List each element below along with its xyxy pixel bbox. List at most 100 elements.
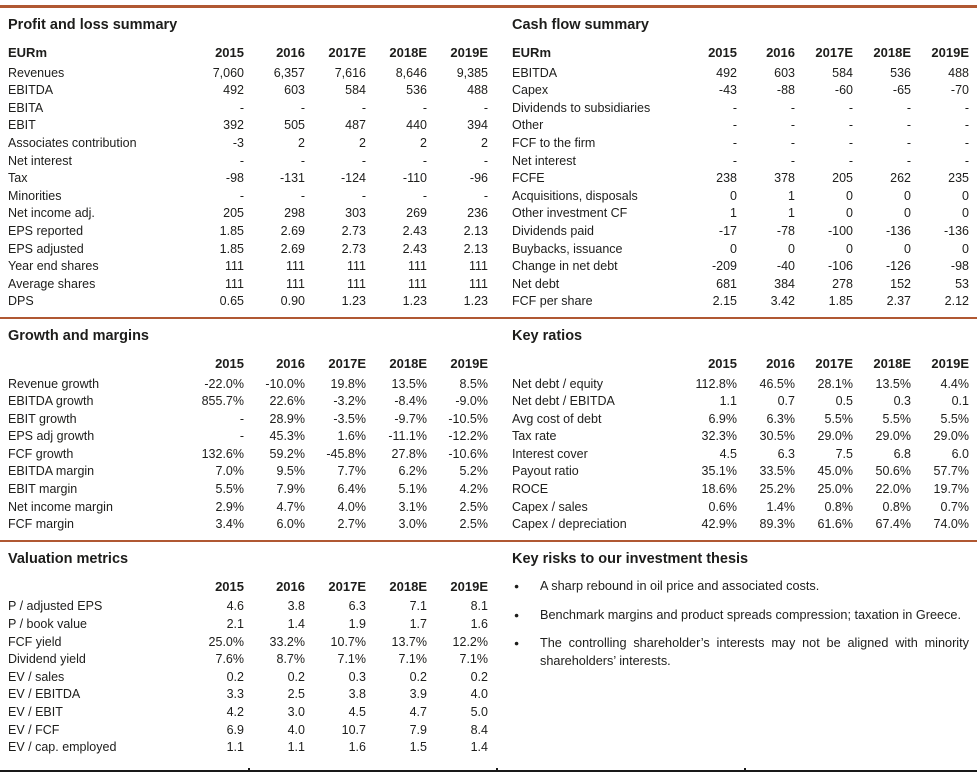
year-header: 2019E bbox=[450, 578, 488, 594]
year-header: 2018E bbox=[389, 578, 427, 594]
cell-value: 6.9 bbox=[226, 722, 244, 737]
cell-value: 7.6% bbox=[215, 652, 245, 667]
cell-value: 152 bbox=[890, 276, 911, 291]
cell-value: -45.8% bbox=[326, 446, 366, 461]
growth-margins-title: Growth and margins bbox=[8, 327, 149, 344]
cell-value: 7.0% bbox=[215, 464, 245, 479]
table-row: Net debt 681 384 278 152 53 bbox=[512, 276, 969, 294]
cell-value: 0.2 bbox=[287, 669, 305, 684]
row-label: Interest cover bbox=[512, 446, 588, 461]
risk-bullet-item: ● A sharp rebound in oil price and associ… bbox=[514, 578, 969, 596]
profit-loss-table: EURm 2015 2016 2017E 2018E 2019E Revenues 7,060… bbox=[8, 44, 488, 311]
cell-value: 1.85 bbox=[219, 223, 244, 238]
cell-value: -11.1% bbox=[388, 429, 427, 444]
table-row: EPS adj growth - 45.3% 1.6% -11.1% -12.2% bbox=[8, 428, 488, 446]
cell-value: 42.9% bbox=[701, 517, 737, 532]
cell-value: 0.2 bbox=[226, 669, 244, 684]
cell-value: 28.9% bbox=[269, 411, 305, 426]
table-row: EV / sales 0.2 0.2 0.3 0.2 0.2 bbox=[8, 669, 488, 687]
cell-value: -136 bbox=[943, 223, 969, 238]
table-body: Revenues 7,060 6,357 7,616 8,646 9,385 EBITDA 4… bbox=[8, 65, 488, 311]
cell-value: 1.85 bbox=[219, 241, 244, 256]
cell-value: 2.73 bbox=[341, 223, 366, 238]
cell-value: - bbox=[848, 153, 853, 168]
cell-value: 3.8 bbox=[287, 599, 305, 614]
cell-value: 536 bbox=[890, 65, 911, 80]
cell-value: 3.8 bbox=[348, 687, 366, 702]
row-label: Payout ratio bbox=[512, 464, 579, 479]
cell-value: 32.3% bbox=[701, 429, 737, 444]
cell-value: 0 bbox=[904, 188, 911, 203]
row-label: EBITDA bbox=[8, 83, 54, 98]
row-label: Net debt / EBITDA bbox=[512, 394, 615, 409]
unit-label bbox=[8, 355, 183, 376]
row-label: Other bbox=[512, 118, 544, 133]
row-label: FCF to the firm bbox=[512, 135, 596, 150]
key-risks-title: Key risks to our investment thesis bbox=[512, 550, 749, 567]
cell-value: 2 bbox=[359, 135, 366, 150]
cell-value: 4.7 bbox=[409, 705, 427, 719]
cell-value: 22.6% bbox=[269, 394, 305, 409]
cell-value: 29.0% bbox=[875, 429, 911, 444]
key-ratios-table: 2015 2016 2017E 2018E 2019E Net debt / equity… bbox=[512, 355, 969, 534]
cell-value: 1 bbox=[788, 188, 795, 203]
cell-value: -100 bbox=[827, 223, 853, 238]
table-row: Dividends paid -17 -78 -100 -136 -136 bbox=[512, 223, 969, 241]
cell-value: 2.13 bbox=[463, 223, 488, 238]
cell-value: - bbox=[848, 135, 853, 150]
unit-label: EURm bbox=[512, 45, 552, 60]
cell-value: 3.0 bbox=[287, 705, 305, 719]
table-row: Year end shares 111 111 111 111 111 bbox=[8, 258, 488, 276]
cell-value: 603 bbox=[284, 83, 305, 98]
cell-value: -10.0% bbox=[265, 376, 305, 391]
cell-value: 33.2% bbox=[269, 634, 305, 649]
row-label: Tax rate bbox=[512, 429, 557, 444]
cell-value: 269 bbox=[406, 206, 427, 221]
cell-value: -209 bbox=[711, 259, 737, 274]
cell-value: 50.6% bbox=[875, 464, 911, 479]
cell-value: -43 bbox=[718, 83, 737, 98]
row-label: Revenue growth bbox=[8, 376, 100, 391]
cell-value: 6.8 bbox=[893, 446, 911, 461]
table-row: P / adjusted EPS 4.6 3.8 6.3 7.1 8.1 bbox=[8, 598, 488, 616]
row-label: Revenues bbox=[8, 65, 65, 80]
cell-value: 89.3% bbox=[759, 517, 795, 532]
table-row: EBITDA margin 7.0% 9.5% 7.7% 6.2% 5.2% bbox=[8, 463, 488, 481]
cell-value: 1.1 bbox=[226, 740, 244, 755]
year-header: 2015 bbox=[708, 45, 737, 60]
cell-value: - bbox=[300, 153, 305, 168]
cell-value: 53 bbox=[955, 276, 969, 291]
cell-value: 0.1 bbox=[951, 394, 969, 409]
cell-value: - bbox=[790, 118, 795, 133]
cell-value: 6.3 bbox=[348, 599, 366, 614]
year-header: 2018E bbox=[389, 45, 427, 60]
cell-value: 440 bbox=[406, 118, 427, 133]
row-label: Capex / sales bbox=[512, 499, 588, 514]
year-header: 2015 bbox=[215, 355, 244, 371]
cell-value: - bbox=[239, 188, 244, 203]
cell-value: 27.8% bbox=[391, 446, 427, 461]
cell-value: 8.4 bbox=[470, 722, 488, 737]
cell-value: 13.5% bbox=[875, 376, 911, 391]
table-row: Payout ratio 35.1% 33.5% 45.0% 50.6% 57.7% bbox=[512, 463, 969, 481]
table-row: Net interest - - - - - bbox=[512, 153, 969, 171]
year-header: 2019E bbox=[931, 45, 969, 60]
table-row: FCF to the firm - - - - - bbox=[512, 135, 969, 153]
bottom-black-rule bbox=[0, 769, 977, 773]
section-key-ratios: Key ratios 2015 2016 2017E 2018E 2019E Net de… bbox=[512, 319, 969, 540]
cell-value: 492 bbox=[716, 65, 737, 80]
top-accent-rule bbox=[0, 5, 977, 8]
cell-value: 584 bbox=[345, 83, 366, 98]
row-label: FCF growth bbox=[8, 446, 74, 461]
cell-value: 2 bbox=[298, 135, 305, 150]
cell-value: 9,385 bbox=[456, 65, 488, 80]
column-tick-2 bbox=[496, 767, 499, 770]
row-label: EPS reported bbox=[8, 223, 84, 238]
cell-value: 5.1% bbox=[398, 482, 428, 497]
cell-value: 298 bbox=[284, 206, 305, 221]
cell-value: 19.8% bbox=[330, 376, 366, 391]
cell-value: 0.2 bbox=[470, 669, 488, 684]
row-label: Net debt / equity bbox=[512, 376, 604, 391]
cell-value: -3.5% bbox=[333, 411, 366, 426]
